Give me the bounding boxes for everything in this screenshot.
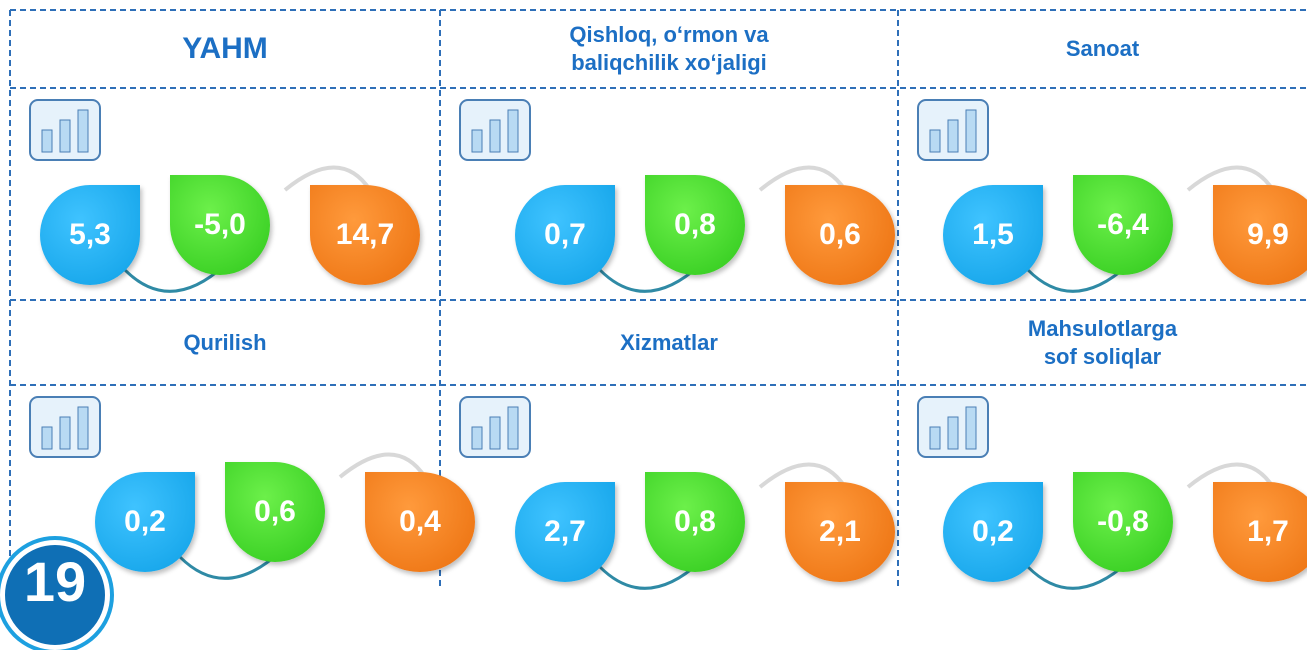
value-drop: 0,2 xyxy=(943,482,1043,582)
icon xyxy=(507,109,519,153)
icon xyxy=(947,416,959,450)
value-drop: 0,2 xyxy=(95,472,195,572)
connector xyxy=(598,263,702,293)
value-drop: -6,4 xyxy=(1073,175,1173,275)
value-drop: 2,7 xyxy=(515,482,615,582)
value-drop: 9,9 xyxy=(1213,185,1307,285)
icon xyxy=(77,109,89,153)
title-line: YAHM xyxy=(182,32,268,65)
layout xyxy=(9,9,1307,590)
icon xyxy=(41,129,53,153)
icon xyxy=(489,416,501,450)
value-drop: 0,7 xyxy=(515,185,615,285)
icon xyxy=(965,406,977,450)
panel-title: Mahsulotlarga sof soliqlar xyxy=(898,300,1307,385)
connector xyxy=(1026,560,1130,590)
title-line: sof soliqlar xyxy=(1043,343,1162,369)
page: YAHM 5,3 -5,0 14,7 Qishloq, o‘rmon va baliqch… xyxy=(0,9,1307,650)
title-line: Qurilish xyxy=(183,329,267,355)
connector xyxy=(283,165,372,192)
title-line: Mahsulotlarga xyxy=(1027,315,1178,341)
title-line: Xizmatlar xyxy=(620,329,718,355)
connector xyxy=(758,462,847,489)
connector xyxy=(598,560,702,590)
title-line: baliqchilik xo‘jaligi xyxy=(571,50,767,75)
value-drop: 0,6 xyxy=(785,185,895,285)
value-drop: 0,6 xyxy=(225,462,325,562)
connector xyxy=(338,452,427,479)
title-line: Qishloq, o‘rmon va xyxy=(569,22,769,47)
icon xyxy=(929,426,941,450)
icon xyxy=(59,119,71,153)
icon xyxy=(77,406,89,450)
connector xyxy=(123,263,227,293)
title-line: Sanoat xyxy=(1065,36,1140,61)
value-drop: 1,7 xyxy=(1213,482,1307,582)
value-drop: 14,7 xyxy=(310,185,420,285)
icon xyxy=(947,119,959,153)
connector xyxy=(1026,263,1130,293)
value-drop: -0,8 xyxy=(1073,472,1173,572)
icon xyxy=(471,426,483,450)
connector xyxy=(178,550,282,580)
panel-title: Qurilish xyxy=(10,300,440,385)
panel-title: YAHM xyxy=(10,10,440,88)
icon xyxy=(507,406,519,450)
connector xyxy=(1186,165,1275,192)
icon xyxy=(965,109,977,153)
value-drop: 0,8 xyxy=(645,472,745,572)
value-drop: 2,1 xyxy=(785,482,895,582)
panel-title: Sanoat xyxy=(898,10,1307,88)
icon xyxy=(471,129,483,153)
icon xyxy=(59,416,71,450)
value-drop: 1,5 xyxy=(943,185,1043,285)
icon xyxy=(41,426,53,450)
panel-title: Xizmatlar xyxy=(440,300,898,385)
value-drop: 5,3 xyxy=(40,185,140,285)
connector xyxy=(758,165,847,192)
value-drop: 0,4 xyxy=(365,472,475,572)
panel-title: Qishloq, o‘rmon va baliqchilik xo‘jaligi xyxy=(440,10,898,88)
value-drop: 0,8 xyxy=(645,175,745,275)
icon xyxy=(929,129,941,153)
value-drop: -5,0 xyxy=(170,175,270,275)
icon xyxy=(489,119,501,153)
page-badge: 19 xyxy=(0,540,110,650)
connector xyxy=(1186,462,1275,489)
